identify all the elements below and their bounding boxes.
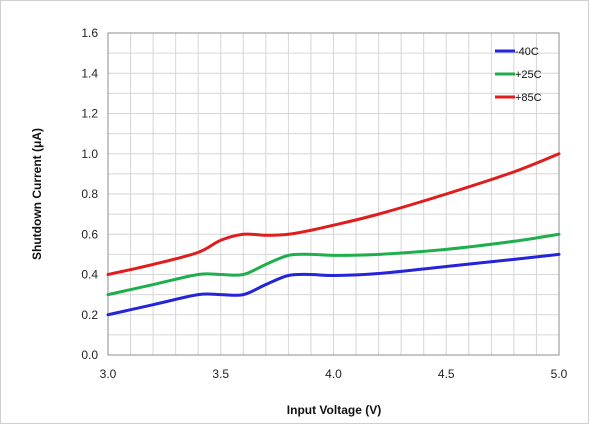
legend-label: +85C xyxy=(515,92,542,104)
y-tick-label: 0.2 xyxy=(81,308,98,322)
plot-border xyxy=(107,32,560,356)
x-tick-label: 4.0 xyxy=(325,367,342,381)
y-axis-title: Shutdown Current (μA) xyxy=(30,128,44,260)
y-tick-label: 0.4 xyxy=(81,268,98,282)
y-tick-label: 0.0 xyxy=(81,348,98,362)
series-line-1 xyxy=(106,232,561,297)
x-tick-label: 3.0 xyxy=(100,367,117,381)
legend-label: +25C xyxy=(515,69,542,81)
x-tick-label: 5.0 xyxy=(551,367,568,381)
x-axis-title: Input Voltage (V) xyxy=(287,403,381,417)
y-tick-label: 1.4 xyxy=(81,66,98,80)
legend: -40C +25C +85C xyxy=(495,46,542,104)
legend-label: -40C xyxy=(515,46,539,58)
y-tick-label: 1.0 xyxy=(81,147,98,161)
series-layer xyxy=(106,152,561,317)
y-tick-label: 1.6 xyxy=(81,26,98,40)
x-tick-label: 3.5 xyxy=(212,367,229,381)
series-line-0 xyxy=(106,252,561,317)
series-line-2 xyxy=(106,152,561,276)
y-tick-label: 0.8 xyxy=(81,187,98,201)
y-tick-label: 1.2 xyxy=(81,107,98,121)
y-tick-label: 0.6 xyxy=(81,227,98,241)
x-axis-ticks: 3.0 3.5 4.0 4.5 5.0 xyxy=(100,367,568,381)
x-tick-label: 4.5 xyxy=(438,367,455,381)
plot-area xyxy=(107,32,560,356)
y-axis-ticks: 0.0 0.2 0.4 0.6 0.8 1.0 1.2 1.4 1.6 xyxy=(81,26,98,362)
grid xyxy=(108,33,559,355)
